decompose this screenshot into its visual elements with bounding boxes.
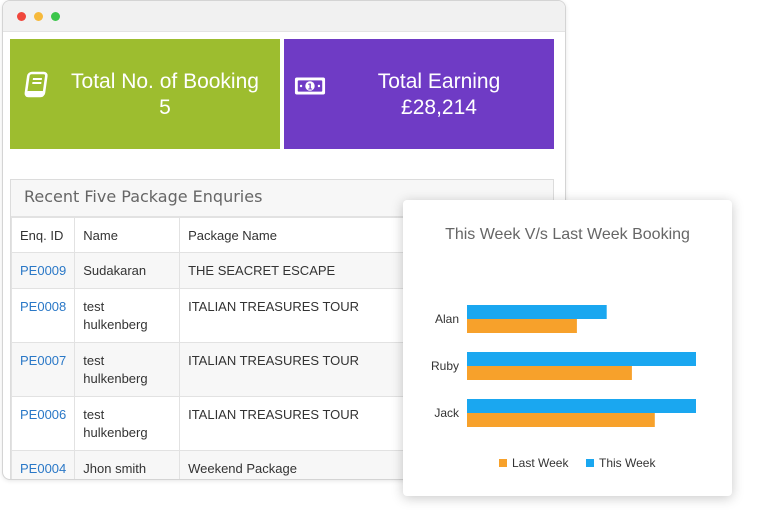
enquiry-id-link[interactable]: PE0006: [10, 396, 76, 451]
column-header-name: Name: [74, 217, 181, 253]
recent-enquiries-panel: Recent Five Package Enquries Enq. ID Nam…: [10, 179, 554, 479]
column-header-enq-id: Enq. ID: [10, 217, 76, 253]
customer-name-line: hulkenberg: [83, 317, 148, 332]
legend-label: Last Week: [512, 456, 569, 470]
legend-swatch: [586, 459, 594, 467]
enquiry-id-link[interactable]: PE0007: [10, 342, 76, 397]
this-week-bar: [467, 399, 696, 413]
last-week-bar: [467, 366, 632, 380]
table-row: PE0009 Sudakaran THE SEACRET ESCAPE: [10, 252, 553, 289]
category-label: Ruby: [431, 359, 459, 373]
customer-name-line: test: [83, 299, 105, 314]
chart-title: This Week V/s Last Week Booking: [445, 226, 690, 243]
booking-bar-chart: Alan Ruby Jack Last Week This Week: [431, 305, 696, 470]
weekly-booking-chart-card: This Week V/s Last Week Booking Alan Ruby…: [403, 200, 732, 496]
close-window-button[interactable]: [17, 12, 26, 21]
total-booking-card: Total No. of Booking 5: [10, 39, 280, 149]
money-icon: 1: [294, 77, 326, 95]
customer-name: test hulkenberg: [74, 342, 181, 397]
maximize-window-button[interactable]: [51, 12, 60, 21]
customer-name-line: test: [83, 353, 105, 368]
window-titlebar: [3, 1, 565, 32]
enquiry-id-link[interactable]: PE0008: [10, 288, 76, 343]
svg-text:1: 1: [307, 82, 312, 91]
customer-name: Jhon smith: [74, 450, 181, 479]
enquiry-id-link[interactable]: PE0009: [10, 252, 76, 289]
table-row: PE0008 test hulkenberg ITALIAN TREASURES…: [10, 288, 553, 343]
category-label: Alan: [435, 312, 459, 326]
minimize-window-button[interactable]: [34, 12, 43, 21]
this-week-bar: [467, 305, 607, 319]
book-icon: [24, 71, 48, 98]
last-week-bar: [467, 413, 655, 427]
customer-name: test hulkenberg: [74, 288, 181, 343]
category-label: Jack: [434, 406, 460, 420]
customer-name-line: Sudakaran: [83, 263, 147, 278]
legend-label: This Week: [599, 456, 656, 470]
enquiry-id-link[interactable]: PE0004: [10, 450, 76, 479]
last-week-bar: [467, 319, 577, 333]
customer-name-line: hulkenberg: [83, 371, 148, 386]
customer-name-line: test: [83, 407, 105, 422]
customer-name: test hulkenberg: [74, 396, 181, 451]
total-earning-label: Total Earning: [377, 70, 501, 93]
total-earning-value: £28,214: [401, 96, 477, 119]
panel-title: Recent Five Package Enquries: [11, 180, 553, 217]
total-booking-label: Total No. of Booking: [71, 70, 259, 93]
total-booking-value: 5: [159, 96, 171, 119]
customer-name: Sudakaran: [74, 252, 181, 289]
legend-swatch: [499, 459, 507, 467]
this-week-bar: [467, 352, 696, 366]
enquiries-table: Enq. ID Name Package Name PE0009 Sudakar…: [10, 217, 553, 479]
app-window: Total No. of Booking 5 1 Total Earning £…: [2, 0, 566, 480]
customer-name-line: Jhon smith: [83, 461, 147, 476]
total-earning-card: 1 Total Earning £28,214: [284, 39, 554, 149]
customer-name-line: hulkenberg: [83, 425, 148, 440]
